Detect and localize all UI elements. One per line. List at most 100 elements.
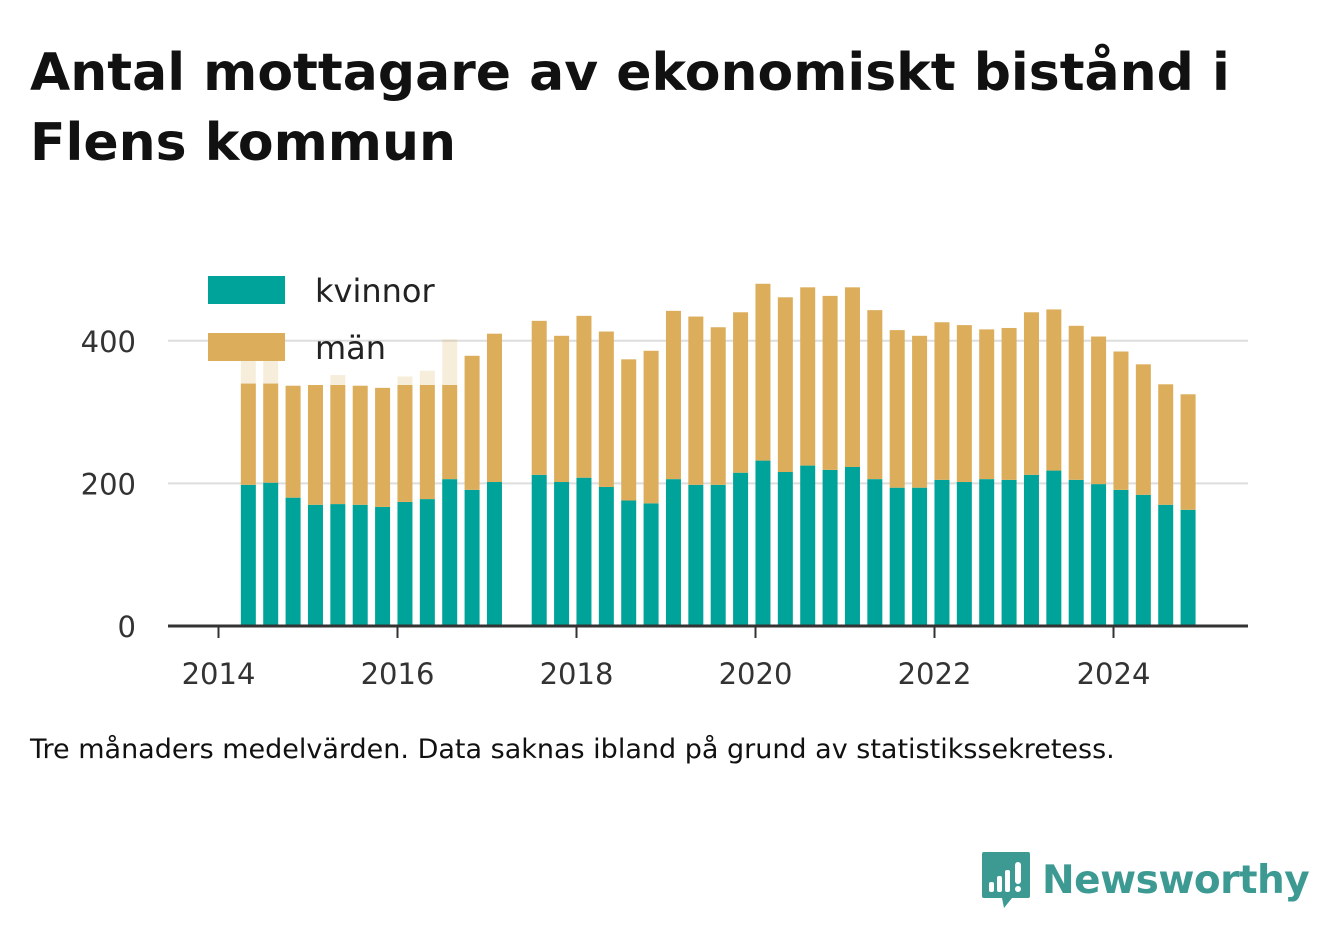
bar-kvinnor <box>844 467 860 626</box>
bar-man <box>307 385 323 505</box>
bar-kvinnor <box>464 489 480 626</box>
bar-kvinnor <box>554 481 570 626</box>
bar-kvinnor <box>1023 474 1039 626</box>
bar-kvinnor <box>710 484 726 626</box>
bar-faded-segment <box>397 376 413 386</box>
bar-man <box>1091 336 1107 485</box>
bar-man <box>1001 327 1017 480</box>
stacked-bar-chart: 0 200 400 2014 2016 2018 2020 2022 2024 kvinnor m… <box>81 272 1248 691</box>
x-tick-label: 2018 <box>540 657 614 691</box>
bar-faded-segment <box>240 355 256 384</box>
bar-kvinnor <box>442 479 458 626</box>
bar-man <box>375 387 391 507</box>
bar-man <box>240 383 256 485</box>
bar-kvinnor <box>688 484 704 626</box>
bar-kvinnor <box>665 479 681 626</box>
bar-kvinnor <box>1180 509 1196 626</box>
bar-kvinnor <box>352 504 368 626</box>
legend-swatch-kvinnor <box>208 276 285 304</box>
bar-kvinnor <box>486 481 502 626</box>
bar-man <box>352 385 368 505</box>
y-tick-label: 0 <box>118 610 136 644</box>
bar-man <box>777 297 793 472</box>
x-tick-label: 2024 <box>1077 657 1151 691</box>
bar-kvinnor <box>397 501 413 626</box>
bar-kvinnor <box>643 503 659 626</box>
bar-man <box>867 310 883 480</box>
y-tick-label: 200 <box>81 467 136 501</box>
bar-kvinnor <box>956 481 972 626</box>
bar-man <box>665 310 681 480</box>
x-tick-label: 2020 <box>719 657 793 691</box>
bar-kvinnor <box>912 487 928 626</box>
bar-kvinnor <box>1046 470 1062 626</box>
bar-man <box>486 333 502 482</box>
x-tick-label: 2016 <box>361 657 435 691</box>
bar-kvinnor <box>822 469 838 626</box>
bar-chart-speech-bubble-icon <box>982 852 1030 908</box>
bar-man <box>800 287 816 466</box>
bar-faded-segment <box>330 375 346 386</box>
y-tick-label: 400 <box>81 325 136 359</box>
bar-man <box>554 335 570 482</box>
bar-man <box>397 385 413 502</box>
legend-label: kvinnor <box>315 272 436 310</box>
bar-man <box>979 329 995 480</box>
bar-man <box>531 320 547 475</box>
bar-faded-segment <box>442 339 458 386</box>
bar-kvinnor <box>330 504 346 626</box>
brand-logo[interactable]: Newsworthy <box>980 850 1310 910</box>
bar-man <box>621 359 637 501</box>
brand-name: Newsworthy <box>1042 857 1310 903</box>
bar-man <box>419 385 435 500</box>
bar-man <box>576 315 592 478</box>
bar-man <box>330 385 346 505</box>
bar-kvinnor <box>1001 479 1017 626</box>
bar-man <box>710 327 726 485</box>
bar-man <box>822 295 838 470</box>
bar-man <box>934 322 950 480</box>
legend-label: män <box>315 329 386 367</box>
x-tick-label: 2022 <box>898 657 972 691</box>
bar-man <box>1068 325 1084 480</box>
bar-man <box>912 335 928 488</box>
bar-kvinnor <box>1091 484 1107 626</box>
bar-kvinnor <box>576 477 592 626</box>
bar-kvinnor <box>598 486 614 626</box>
bar-man <box>889 330 905 488</box>
bar-kvinnor <box>1113 489 1129 626</box>
bar-kvinnor <box>934 479 950 626</box>
bar-kvinnor <box>867 479 883 626</box>
bar-kvinnor <box>531 474 547 626</box>
bar-kvinnor <box>621 500 637 626</box>
bar-kvinnor <box>1068 479 1084 626</box>
bar-man <box>1046 309 1062 471</box>
bar-man <box>733 312 749 473</box>
bar-man <box>285 385 301 498</box>
bar-kvinnor <box>1135 494 1151 626</box>
bar-man <box>1023 312 1039 475</box>
bar-man <box>643 350 659 504</box>
bar-kvinnor <box>979 479 995 626</box>
bar-kvinnor <box>263 482 279 626</box>
bar-man <box>755 283 771 461</box>
bar-kvinnor <box>375 506 391 626</box>
bar-kvinnor <box>1158 504 1174 626</box>
legend-swatch-man <box>208 333 285 361</box>
bar-man <box>956 325 972 482</box>
bar-kvinnor <box>419 499 435 626</box>
bar-man <box>1180 394 1196 510</box>
bar-man <box>844 287 860 468</box>
chart-title: Antal mottagare av ekonomiskt bistånd i … <box>30 43 1230 173</box>
bar-faded-segment <box>419 370 435 386</box>
bar-man <box>1113 351 1129 490</box>
bar-kvinnor <box>285 497 301 626</box>
bar-man <box>1158 384 1174 505</box>
bar-kvinnor <box>307 504 323 626</box>
bar-man <box>1135 364 1151 495</box>
bar-man <box>263 383 279 483</box>
bar-kvinnor <box>800 465 816 626</box>
bar-man <box>598 331 614 487</box>
bar-man <box>464 355 480 490</box>
x-tick-label: 2014 <box>182 657 256 691</box>
